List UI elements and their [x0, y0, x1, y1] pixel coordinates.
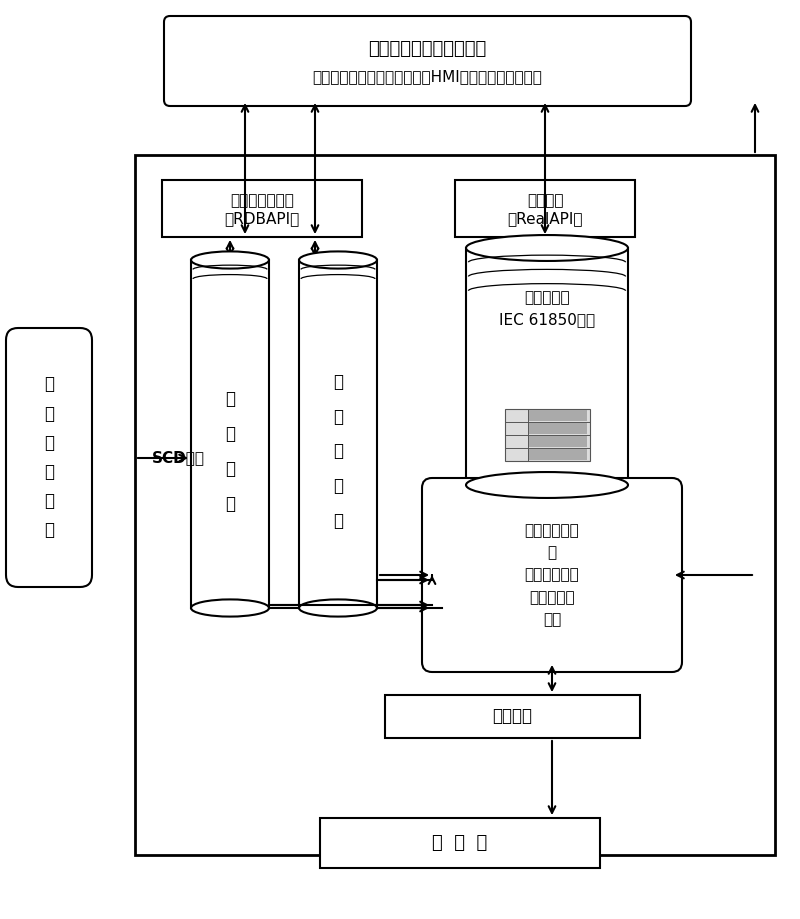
FancyBboxPatch shape [6, 328, 92, 587]
Bar [320, 818, 600, 868]
Text: 通信网关: 通信网关 [493, 708, 533, 725]
Ellipse shape [191, 599, 269, 617]
Ellipse shape [299, 599, 377, 617]
Text: 数据处理服务
器
（数据转存、
转发、运算
等）: 数据处理服务 器 （数据转存、 转发、运算 等） [525, 523, 579, 627]
Text: 系
统
配
置
工
具: 系 统 配 置 工 具 [44, 376, 54, 539]
Text: 历
史
数
据
库: 历 史 数 据 库 [333, 373, 343, 530]
Ellipse shape [466, 472, 628, 498]
FancyBboxPatch shape [422, 478, 682, 672]
Text: （RDBAPI）: （RDBAPI） [224, 211, 300, 226]
Text: 间  隔  层: 间 隔 层 [432, 834, 488, 852]
Text: （RealAPI）: （RealAPI） [507, 211, 582, 226]
Text: 实时数据库: 实时数据库 [524, 289, 570, 305]
Bar [299, 260, 377, 608]
Bar [162, 180, 362, 237]
Bar [530, 424, 586, 435]
Ellipse shape [299, 252, 377, 268]
Text: （数据库维护、工程化工具、HMI、报表、操作票等）: （数据库维护、工程化工具、HMI、报表、操作票等） [313, 69, 542, 85]
Bar [530, 437, 586, 448]
Text: SCD文件: SCD文件 [152, 450, 205, 466]
Bar [530, 410, 586, 421]
Text: 参
数
数
库: 参 数 数 库 [225, 391, 235, 513]
Text: IEC 61850模型: IEC 61850模型 [499, 312, 595, 327]
Bar [135, 155, 775, 855]
Bar [191, 260, 269, 608]
Bar [385, 695, 640, 738]
Ellipse shape [191, 252, 269, 268]
Bar [466, 248, 628, 485]
Bar [455, 180, 635, 237]
FancyBboxPatch shape [164, 16, 691, 106]
Ellipse shape [466, 235, 628, 261]
Bar [505, 409, 590, 461]
Text: 数字化变电站站控层功能: 数字化变电站站控层功能 [368, 40, 486, 58]
Bar [530, 449, 586, 460]
Text: 关系数据库接口: 关系数据库接口 [230, 193, 294, 208]
Text: 实时接口: 实时接口 [526, 193, 563, 208]
